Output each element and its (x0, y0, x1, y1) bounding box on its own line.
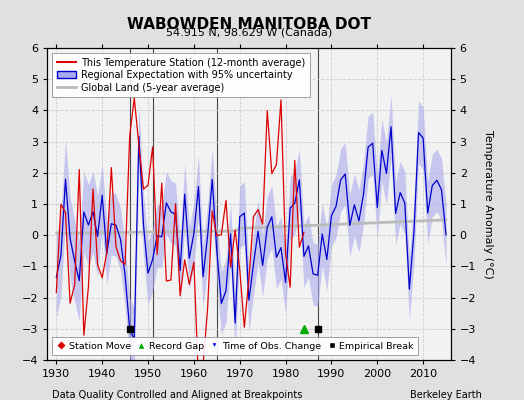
Legend: Station Move, Record Gap, Time of Obs. Change, Empirical Break: Station Move, Record Gap, Time of Obs. C… (52, 337, 418, 355)
Text: Berkeley Earth: Berkeley Earth (410, 390, 482, 400)
Text: 54.915 N, 98.629 W (Canada): 54.915 N, 98.629 W (Canada) (166, 27, 332, 37)
Y-axis label: Temperature Anomaly (°C): Temperature Anomaly (°C) (483, 130, 493, 278)
Title: WABOWDEN MANITOBA DOT: WABOWDEN MANITOBA DOT (127, 16, 371, 32)
Text: Data Quality Controlled and Aligned at Breakpoints: Data Quality Controlled and Aligned at B… (52, 390, 303, 400)
